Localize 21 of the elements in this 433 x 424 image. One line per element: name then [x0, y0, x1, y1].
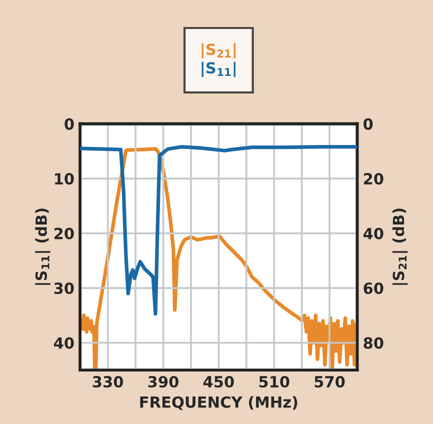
y2-tick-label: 0	[364, 118, 373, 130]
y-tick-label: 0	[64, 118, 74, 130]
line-series	[80, 144, 358, 316]
text: |S$_{21}$|	[202, 43, 236, 59]
x-axis-title: FREQUENCY (MHz)	[140, 396, 298, 410]
y-axis-title: |S$_{11}$| (dB)	[35, 208, 50, 285]
y2-tick-label: 60	[364, 282, 384, 294]
y-tick-label: 10	[55, 173, 74, 185]
x-tick-label: 390	[148, 376, 178, 388]
text: |S$_{11}$|	[202, 62, 236, 78]
y-tick-label: 40	[54, 337, 74, 349]
x-tick-label: 570	[314, 376, 345, 388]
y2-tick-label: 40	[363, 228, 384, 240]
x-tick-label: 450	[203, 376, 234, 388]
y2-axis-title: |S$_{21}$| (dB)	[392, 208, 408, 285]
y2-tick-label: 80	[364, 337, 384, 349]
y-tick-label: 30	[54, 282, 74, 294]
y2-tick-label: 20	[364, 173, 384, 185]
x-tick-label: 330	[92, 376, 124, 388]
x-tick-label: 510	[259, 376, 290, 388]
y-tick-label: 20	[54, 228, 74, 240]
